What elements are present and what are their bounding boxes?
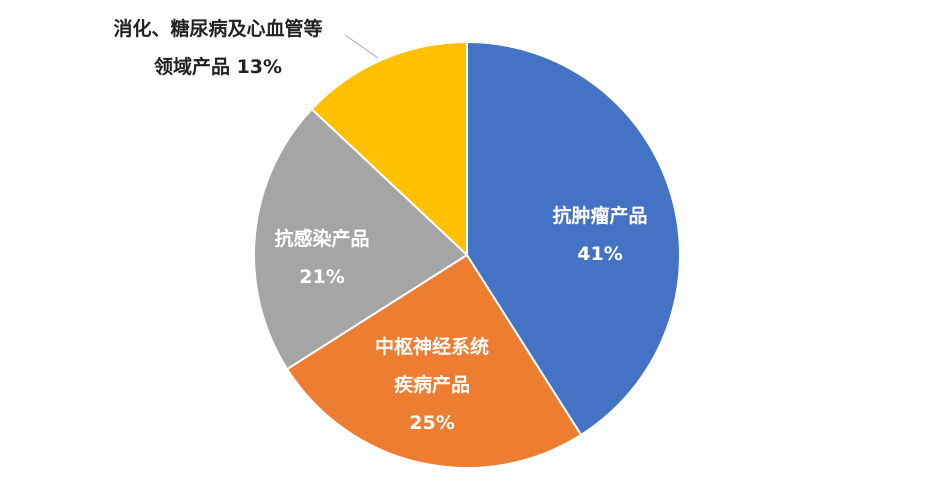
pie-slice <box>285 253 583 469</box>
category-label: 中枢神经系统疾病产品 <box>374 336 489 396</box>
slice-label: 抗肿瘤产品 41% <box>530 197 670 273</box>
value-label: 25% <box>409 412 455 434</box>
category-label: 抗感染产品 <box>274 228 370 250</box>
slice-label: 中枢神经系统疾病产品 25% <box>367 328 497 442</box>
pie-slice <box>310 40 468 258</box>
pie-slice <box>466 40 681 437</box>
slice-label: 消化、糖尿病及心血管等领域产品 13% <box>111 10 326 86</box>
category-label: 抗肿瘤产品 <box>552 205 648 227</box>
value-label: 41% <box>577 243 623 265</box>
pie-slice <box>253 107 469 371</box>
slice-label: 抗感染产品 21% <box>257 220 387 296</box>
leader-line <box>344 34 379 59</box>
category-label: 消化、糖尿病及心血管等领域产品 <box>113 18 323 78</box>
value-label: 21% <box>299 266 345 288</box>
value-label: 13% <box>236 56 283 78</box>
